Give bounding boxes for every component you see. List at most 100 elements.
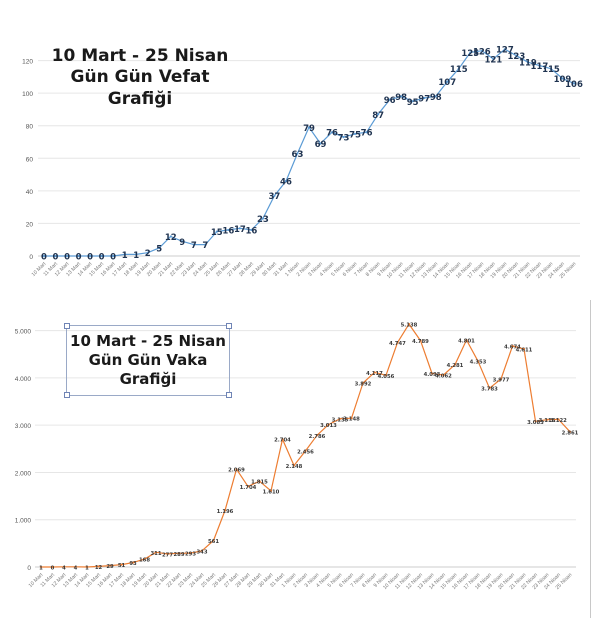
death-chart-data-label: 0 <box>76 253 82 263</box>
death-chart-data-label: 119 <box>519 59 537 69</box>
case-chart-data-label: 2.704 <box>274 438 291 444</box>
case-chart-y-tick-label: 0 <box>27 565 31 572</box>
death-chart-data-label: 63 <box>292 150 304 160</box>
death-chart-data-label: 9 <box>179 238 185 248</box>
death-chart-data-label: 7 <box>191 241 197 251</box>
case-chart-data-point <box>430 372 434 375</box>
case-chart-title[interactable]: 10 Mart - 25 Nisan Gün Gün Vaka Grafiği <box>64 323 232 399</box>
death-chart-data-point <box>238 227 241 230</box>
case-chart-data-label: 4.789 <box>412 339 429 345</box>
resize-handle-top-left[interactable] <box>64 323 70 329</box>
case-chart-data-point <box>338 417 342 420</box>
case-chart-data-point <box>177 552 181 555</box>
case-chart-data-point <box>51 565 54 569</box>
case-chart-data-point <box>85 565 89 569</box>
death-chart-data-label: 0 <box>110 253 116 263</box>
death-chart-data-point <box>457 67 460 70</box>
case-chart-data-point <box>120 563 123 566</box>
death-chart-data-label: 76 <box>361 129 373 139</box>
case-chart-data-label: 343 <box>196 549 207 555</box>
case-chart-y-tick-label: 1.000 <box>15 518 32 525</box>
case-chart-data-label: 4 <box>62 565 66 571</box>
death-chart-title-line-1: 10 Mart - 25 Nisan <box>51 46 229 66</box>
case-chart-data-point <box>189 552 192 555</box>
death-chart-data-point <box>446 80 449 83</box>
case-chart-data-point <box>350 417 353 420</box>
death-chart-data-label: 0 <box>64 253 70 263</box>
death-chart-data-point <box>377 113 380 116</box>
death-chart-data-point <box>88 254 92 258</box>
death-chart-data-label: 106 <box>565 80 583 90</box>
death-chart-y-tick-label: 20 <box>26 221 34 228</box>
death-chart-data-point <box>181 240 184 243</box>
death-chart-data-label: 117 <box>531 62 549 72</box>
death-chart-data-label: 1 <box>133 251 139 261</box>
death-chart-data-label: 127 <box>496 46 514 56</box>
death-chart-data-label: 75 <box>349 130 361 140</box>
case-chart-y-tick-label: 2.000 <box>15 470 32 477</box>
death-chart-data-label: 98 <box>395 93 407 103</box>
case-chart-data-point <box>74 565 77 568</box>
case-chart-data-label: 3.977 <box>493 377 510 383</box>
death-chart-data-point <box>561 77 564 80</box>
death-chart-title-line-2: Gün Gün Vefat Grafiği <box>70 67 210 109</box>
case-chart-data-point <box>407 323 411 326</box>
death-chart-data-label: 95 <box>407 98 419 108</box>
death-chart-data-label: 23 <box>257 215 269 225</box>
death-chart-data-label: 37 <box>269 192 281 202</box>
death-chart-data-point <box>192 243 195 246</box>
death-chart-data-point <box>411 100 414 103</box>
case-chart-data-point <box>419 339 422 342</box>
case-chart-data-point <box>315 434 319 437</box>
case-chart-data-point <box>373 371 376 374</box>
case-chart-data-label: 1.610 <box>263 489 280 495</box>
death-chart-y-tick-label: 100 <box>22 91 33 98</box>
death-chart-data-point <box>388 98 391 101</box>
case-chart-data-point <box>200 549 204 552</box>
case-chart-data-point <box>534 420 537 423</box>
death-chart-data-point <box>434 95 437 98</box>
case-chart-data-label: 3.013 <box>320 423 337 429</box>
death-chart-data-label: 76 <box>326 129 338 139</box>
death-chart-data-label: 115 <box>542 65 560 75</box>
case-chart-data-point <box>246 485 250 488</box>
death-chart-data-label: 16 <box>245 226 257 236</box>
death-chart-data-label: 0 <box>41 253 47 263</box>
case-chart-data-point <box>568 430 572 433</box>
case-chart-data-point <box>499 377 503 381</box>
death-chart-data-label: 73 <box>338 134 350 144</box>
case-chart-data-label: 2.148 <box>286 464 303 470</box>
resize-handle-bottom-left[interactable] <box>64 392 70 399</box>
death-chart-data-label: 97 <box>418 95 430 105</box>
case-chart-title-line-2: Gün Gün Vaka Grafiği <box>88 350 208 388</box>
death-chart-data-point <box>538 64 541 67</box>
case-chart-data-label: 4.062 <box>435 373 452 379</box>
death-chart-data-point <box>65 254 69 258</box>
case-chart-data-label: 4 <box>74 565 78 571</box>
case-chart-data-label: 2.456 <box>297 449 314 455</box>
case-chart-data-point <box>304 449 307 452</box>
resize-handle-bottom-right[interactable] <box>226 392 232 399</box>
case-chart-data-label: 1 <box>39 565 43 571</box>
death-chart-data-point <box>77 254 80 258</box>
case-chart-data-label: 3.122 <box>550 418 567 424</box>
death-chart-data-label: 2 <box>145 249 151 259</box>
resize-handle-top-right[interactable] <box>226 323 232 329</box>
case-chart-data-label: 2.069 <box>228 468 245 474</box>
death-chart-data-label: 96 <box>384 96 396 106</box>
case-chart-data-point <box>511 344 514 348</box>
case-chart-data-point <box>327 423 330 426</box>
case-chart-data-label: 2.786 <box>309 434 326 440</box>
case-chart-data-label: 1.815 <box>251 480 268 486</box>
case-chart-data-point <box>154 551 158 554</box>
case-chart-data-label: 311 <box>150 551 161 557</box>
death-chart-data-point <box>515 54 518 57</box>
case-chart-data-label: 289 <box>173 552 184 558</box>
death-chart-data-point <box>250 228 253 232</box>
death-chart-data-label: 7 <box>202 241 208 251</box>
death-chart-data-point <box>296 152 299 155</box>
death-chart-data-point <box>469 51 472 54</box>
case-chart-data-label: 4.093 <box>424 372 441 378</box>
death-chart-data-point <box>204 243 207 246</box>
death-chart-data-label: 123 <box>508 52 526 62</box>
